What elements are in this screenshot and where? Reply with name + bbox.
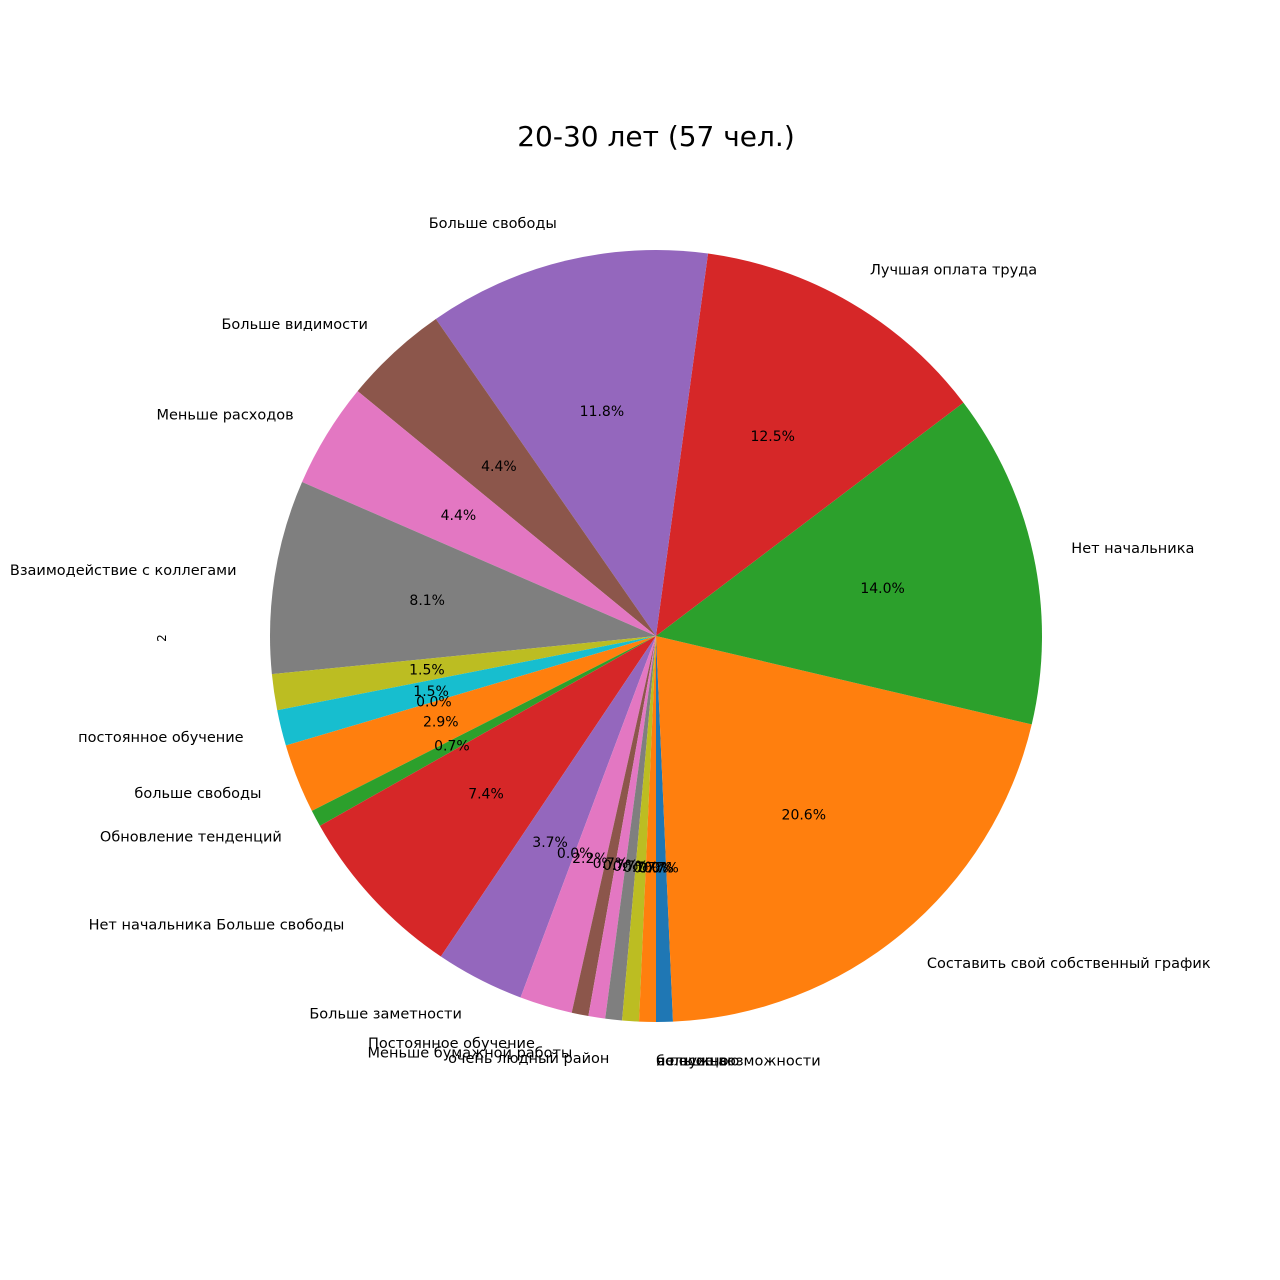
pie-slice-19 <box>605 636 656 1021</box>
pie-slice-21 <box>639 636 656 1022</box>
slice-percent-label: 2.9% <box>423 715 459 731</box>
slice-percent-label: 0.0% <box>557 846 593 862</box>
slice-category-label: больше свободы <box>134 786 261 802</box>
pie-slice-9 <box>277 636 656 746</box>
slice-category-label: Обновление тенденций <box>100 830 282 846</box>
slice-percent-label: 11.8% <box>580 404 624 420</box>
pie-slice-6 <box>302 391 656 636</box>
pie-percent-labels: 0.7% 20.6% 14.0% 12.5% 11.8% 4.4% 4.4% 8.1% 1.5%… <box>409 404 905 877</box>
slice-percent-label: 0.0% <box>416 695 452 711</box>
slice-category-label: не нужно <box>656 1054 729 1070</box>
slice-category-label: очень людный район <box>448 1051 609 1067</box>
slice-percent-label: 3.7% <box>532 835 568 851</box>
slice-category-label: Больше видимости <box>221 317 368 333</box>
pie-slice-5 <box>357 318 656 636</box>
slice-percent-label: 8.1% <box>409 593 445 609</box>
pie-slice-0 <box>656 636 673 1022</box>
slice-percent-label: 4.4% <box>481 459 517 475</box>
slice-category-label: Нет начальника <box>1071 541 1194 557</box>
slice-percent-label: 0.7% <box>603 858 639 874</box>
slice-category-label: постоянное обучение <box>78 730 244 746</box>
slice-percent-label: 4.4% <box>441 508 477 524</box>
slice-category-label: Лучшая оплата труда <box>870 262 1037 278</box>
pie-slice-16 <box>520 636 656 1013</box>
pie-slice-13 <box>319 636 656 957</box>
slice-category-label: Нет начальника Больше свободы <box>89 918 345 934</box>
pie-slice-18 <box>588 636 656 1019</box>
pie-slice-20 <box>622 636 656 1022</box>
slice-category-label: Больше заметности <box>309 1007 462 1023</box>
pie-category-labels: Составить свой собственный график Нет нач… <box>10 216 1211 1069</box>
pie-slice-12 <box>311 636 656 826</box>
slice-category-label: Постоянное обучение <box>368 1036 535 1052</box>
pie-slice-7 <box>269 482 656 675</box>
slice-percent-label: 0.0% <box>638 861 674 877</box>
slice-percent-label: 20.6% <box>782 807 826 823</box>
chart-title: 20-30 лет (57 чел.) <box>517 120 795 153</box>
slice-percent-label: 0.7% <box>434 738 470 754</box>
slice-percent-label: 0.7% <box>593 856 629 872</box>
slice-category-label: Взаимодействие с коллегами <box>10 563 237 579</box>
y-axis-label: 2 <box>155 634 169 642</box>
slice-category-label: Больше свободы <box>429 216 557 232</box>
pie-slice-11 <box>285 636 656 811</box>
slice-percent-label: 0.7% <box>623 860 659 876</box>
slice-category-label: Меньше бумажной работы <box>368 1045 573 1061</box>
pie-slice-17 <box>571 636 656 1017</box>
slice-percent-label: 1.5% <box>413 684 449 700</box>
slice-category-label: Меньше расходов <box>156 408 293 424</box>
pie-slice-1 <box>656 636 1032 1022</box>
slice-percent-label: 2.2% <box>572 851 608 867</box>
pie-slice-4 <box>435 249 709 636</box>
slice-percent-label: 1.5% <box>409 663 445 679</box>
pie-slice-14 <box>440 636 656 998</box>
slice-category-label: Составить свой собственный график <box>927 956 1211 972</box>
pie-slice-3 <box>656 253 964 636</box>
slice-percent-label: 12.5% <box>750 429 794 445</box>
slice-percent-label: 0.0% <box>638 861 674 877</box>
slice-percent-label: 0.7% <box>613 859 649 875</box>
pie-slice-8 <box>271 636 656 711</box>
slice-percent-label: 0.7% <box>643 861 679 877</box>
slice-category-label: больше возможности <box>656 1054 821 1070</box>
slice-percent-label: 0.0% <box>638 861 674 877</box>
slice-category-label: я посещаю <box>656 1054 739 1070</box>
pie-slices <box>269 249 1042 1022</box>
pie-slice-2 <box>656 402 1042 725</box>
slice-percent-label: 7.4% <box>468 786 504 802</box>
slice-percent-label: 0.7% <box>633 861 669 877</box>
slice-percent-label: 14.0% <box>860 581 904 597</box>
